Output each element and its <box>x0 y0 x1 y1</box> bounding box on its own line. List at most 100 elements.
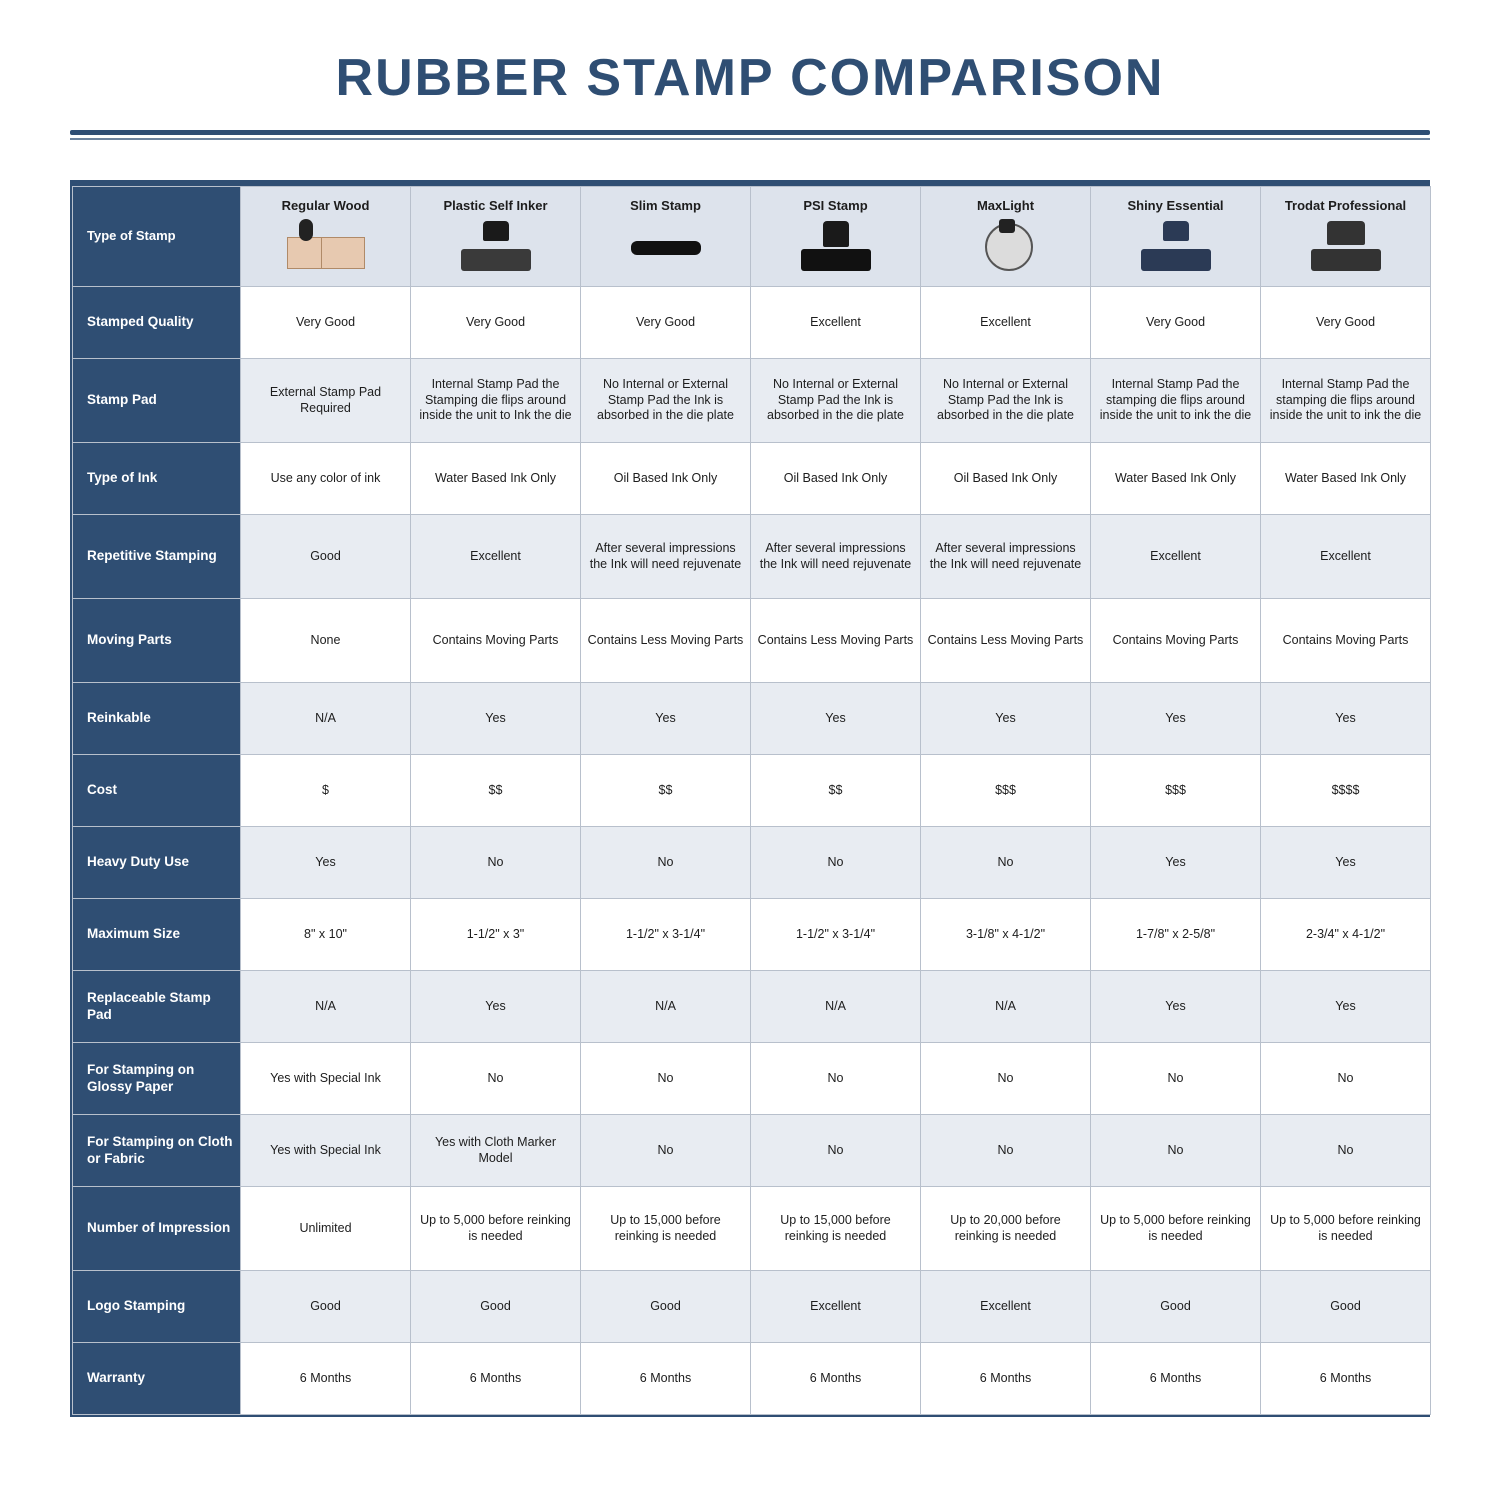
table-cell: External Stamp Pad Required <box>241 359 411 443</box>
table-cell: $$$ <box>1091 755 1261 827</box>
table-cell: 2-3/4" x 4-1/2" <box>1261 899 1431 971</box>
table-cell: Yes <box>751 683 921 755</box>
slim-stamp-icon <box>621 219 711 275</box>
table-cell: No <box>1261 1043 1431 1115</box>
table-cell: Good <box>581 1271 751 1343</box>
row-label: Heavy Duty Use <box>73 827 241 899</box>
table-cell: 1-1/2" x 3-1/4" <box>581 899 751 971</box>
table-cell: 6 Months <box>411 1343 581 1415</box>
table-cell: Very Good <box>241 287 411 359</box>
table-cell: Water Based Ink Only <box>1091 443 1261 515</box>
table-cell: Good <box>241 515 411 599</box>
row-label: For Stamping on Cloth or Fabric <box>73 1115 241 1187</box>
table-cell: $$ <box>751 755 921 827</box>
self-inker-icon <box>451 219 541 275</box>
table-cell: No <box>921 1115 1091 1187</box>
column-header: Plastic Self Inker <box>411 187 581 287</box>
table-cell: Oil Based Ink Only <box>751 443 921 515</box>
table-row: Repetitive StampingGoodExcellentAfter se… <box>73 515 1431 599</box>
row-label: Warranty <box>73 1343 241 1415</box>
table-cell: No <box>411 1043 581 1115</box>
table-cell: Excellent <box>921 287 1091 359</box>
table-cell: $ <box>241 755 411 827</box>
column-label: Trodat Professional <box>1267 198 1424 214</box>
table-cell: 6 Months <box>921 1343 1091 1415</box>
row-label: Stamp Pad <box>73 359 241 443</box>
table-cell: No <box>1091 1043 1261 1115</box>
table-cell: Very Good <box>1091 287 1261 359</box>
table-cell: Good <box>411 1271 581 1343</box>
table-row: Number of ImpressionUnlimitedUp to 5,000… <box>73 1187 1431 1271</box>
table-cell: None <box>241 599 411 683</box>
table-row: Replaceable Stamp PadN/AYesN/AN/AN/AYesY… <box>73 971 1431 1043</box>
table-cell: Yes with Special Ink <box>241 1115 411 1187</box>
row-label: Type of Ink <box>73 443 241 515</box>
table-cell: Up to 5,000 before reinking is needed <box>1261 1187 1431 1271</box>
table-cell: Yes with Special Ink <box>241 1043 411 1115</box>
table-cell: Good <box>1261 1271 1431 1343</box>
table-cell: Yes <box>1261 683 1431 755</box>
table-cell: Up to 15,000 before reinking is needed <box>751 1187 921 1271</box>
column-label: Regular Wood <box>247 198 404 214</box>
table-cell: Up to 20,000 before reinking is needed <box>921 1187 1091 1271</box>
table-cell: Oil Based Ink Only <box>921 443 1091 515</box>
table-cell: N/A <box>241 971 411 1043</box>
table-body: Stamped QualityVery GoodVery GoodVery Go… <box>73 287 1431 1415</box>
column-header: Trodat Professional <box>1261 187 1431 287</box>
table-cell: 6 Months <box>581 1343 751 1415</box>
table-cell: $$ <box>581 755 751 827</box>
psi-stamp-icon <box>791 219 881 275</box>
table-cell: Unlimited <box>241 1187 411 1271</box>
table-cell: 1-1/2" x 3" <box>411 899 581 971</box>
table-cell: No <box>921 1043 1091 1115</box>
table-cell: No <box>411 827 581 899</box>
column-header: MaxLight <box>921 187 1091 287</box>
row-label: Logo Stamping <box>73 1271 241 1343</box>
table-cell: 1-1/2" x 3-1/4" <box>751 899 921 971</box>
row-label: Replaceable Stamp Pad <box>73 971 241 1043</box>
table-cell: Yes <box>411 683 581 755</box>
column-header: Slim Stamp <box>581 187 751 287</box>
table-row: Warranty6 Months6 Months6 Months6 Months… <box>73 1343 1431 1415</box>
table-cell: No <box>581 1043 751 1115</box>
wood-stamp-icon <box>281 219 371 275</box>
comparison-table-wrap: Type of Stamp Regular Wood Plastic Self … <box>70 180 1430 1417</box>
table-cell: Contains Moving Parts <box>1261 599 1431 683</box>
table-cell: Yes <box>1091 827 1261 899</box>
table-cell: After several impressions the Ink will n… <box>751 515 921 599</box>
table-cell: 6 Months <box>1091 1343 1261 1415</box>
table-cell: No <box>751 1115 921 1187</box>
table-cell: Very Good <box>581 287 751 359</box>
table-cell: N/A <box>241 683 411 755</box>
row-label: For Stamping on Glossy Paper <box>73 1043 241 1115</box>
table-cell: 6 Months <box>241 1343 411 1415</box>
table-cell: Contains Less Moving Parts <box>921 599 1091 683</box>
row-label: Number of Impression <box>73 1187 241 1271</box>
first-header-label: Type of Stamp <box>87 228 176 243</box>
column-label: PSI Stamp <box>757 198 914 214</box>
table-cell: Yes <box>1091 971 1261 1043</box>
table-cell: Up to 5,000 before reinking is needed <box>411 1187 581 1271</box>
table-cell: Yes <box>1261 827 1431 899</box>
table-header-row: Type of Stamp Regular Wood Plastic Self … <box>73 187 1431 287</box>
table-cell: N/A <box>921 971 1091 1043</box>
title-underline-thin <box>70 138 1430 140</box>
column-label: Slim Stamp <box>587 198 744 214</box>
table-row: Cost$$$$$$$$$$$$$$$$$ <box>73 755 1431 827</box>
table-row: For Stamping on Glossy PaperYes with Spe… <box>73 1043 1431 1115</box>
title-block: RUBBER STAMP COMPARISON <box>0 0 1500 140</box>
table-cell: $$$$ <box>1261 755 1431 827</box>
table-row: Logo StampingGoodGoodGoodExcellentExcell… <box>73 1271 1431 1343</box>
title-underline-thick <box>70 130 1430 135</box>
header-type-of-stamp: Type of Stamp <box>73 187 241 287</box>
row-label: Stamped Quality <box>73 287 241 359</box>
table-row: Moving PartsNoneContains Moving PartsCon… <box>73 599 1431 683</box>
table-cell: 1-7/8" x 2-5/8" <box>1091 899 1261 971</box>
table-cell: No <box>751 827 921 899</box>
table-cell: Yes <box>241 827 411 899</box>
table-row: ReinkableN/AYesYesYesYesYesYes <box>73 683 1431 755</box>
table-cell: After several impressions the Ink will n… <box>581 515 751 599</box>
table-cell: Excellent <box>1261 515 1431 599</box>
table-cell: Yes <box>581 683 751 755</box>
page-title: RUBBER STAMP COMPARISON <box>0 48 1500 108</box>
